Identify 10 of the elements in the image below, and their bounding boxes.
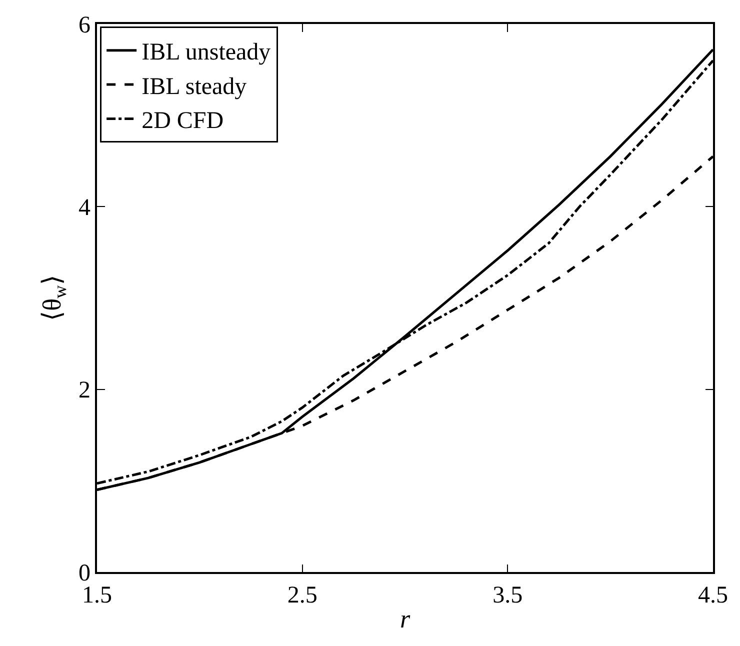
y-tick-label: 4: [78, 195, 90, 222]
x-axis-title: r: [400, 604, 411, 634]
x-tick-label: 2.5: [287, 582, 318, 609]
y-tick-label: 2: [78, 378, 90, 404]
legend-label: 2D CFD: [142, 108, 224, 134]
x-tick-label: 4.5: [698, 582, 728, 609]
x-tick-label: 3.5: [492, 582, 523, 609]
y-tick-label: 6: [78, 12, 90, 38]
legend-label: IBL unsteady: [142, 40, 271, 66]
legend-label: IBL steady: [142, 74, 247, 100]
